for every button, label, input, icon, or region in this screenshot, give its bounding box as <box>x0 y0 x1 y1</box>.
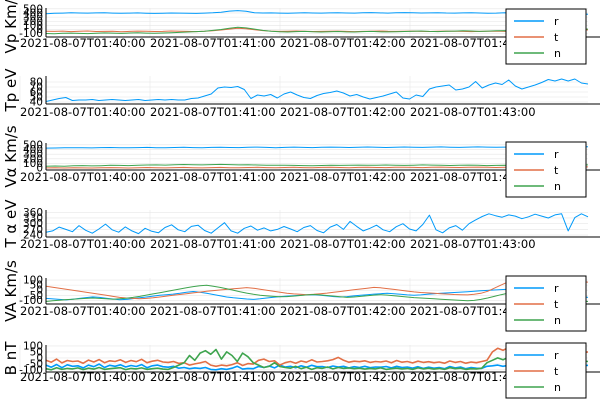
x-tick-label: 2021-08-07T01:43:00 <box>410 370 536 384</box>
legend-label-t: t <box>554 365 559 378</box>
legend-label-r: r <box>554 349 559 362</box>
y-tick-label: -100 <box>19 295 43 307</box>
series-line-Tα <box>45 213 589 235</box>
legend: rtn <box>505 275 587 332</box>
x-tick-label: 2021-08-07T01:40:00 <box>20 237 146 251</box>
y-tick-label: 0 <box>36 285 43 297</box>
y-tick-label: 330 <box>23 212 43 224</box>
x-tick-label: 2021-08-07T01:43:00 <box>410 237 536 251</box>
legend-label-n: n <box>554 314 561 327</box>
series-line-n <box>45 163 589 167</box>
x-tick-label: 2021-08-07T01:43:00 <box>410 36 536 50</box>
x-tick-label: 2021-08-07T01:40:00 <box>20 370 146 384</box>
y-tick-label: 100 <box>23 340 43 352</box>
y-tick-label: 200 <box>23 153 43 165</box>
x-tick-label: 2021-08-07T01:40:00 <box>20 304 146 318</box>
x-tick-label: 2021-08-07T01:41:00 <box>150 105 276 119</box>
y-axis-title: Vp Km/s <box>2 0 20 53</box>
legend: rtn <box>505 342 587 399</box>
y-axis-title: Tp eV <box>2 68 20 113</box>
y-axis-title: T α eV <box>2 199 20 249</box>
legend-label-r: r <box>554 15 559 28</box>
x-tick-label: 2021-08-07T01:41:00 <box>150 237 276 251</box>
legend: rtn <box>505 8 587 65</box>
y-tick-label: -100 <box>19 364 43 376</box>
y-tick-label: 60 <box>30 87 43 99</box>
y-tick-label: 400 <box>23 144 43 156</box>
y-axis-title: Vα Km/s <box>2 125 20 187</box>
y-tick-label: 50 <box>30 346 43 358</box>
x-tick-label: 2021-08-07T01:43:00 <box>410 105 536 119</box>
x-tick-label: 2021-08-07T01:42:00 <box>280 36 406 50</box>
legend-label-t: t <box>554 31 559 44</box>
y-tick-label: -50 <box>26 358 43 370</box>
y-tick-label: 500 <box>23 3 43 15</box>
x-tick-label: 2021-08-07T01:42:00 <box>280 170 406 184</box>
y-tick-label: 300 <box>23 218 43 230</box>
y-tick-label: 100 <box>23 275 43 287</box>
series-line-t <box>45 166 589 169</box>
legend-label-n: n <box>554 180 561 193</box>
y-tick-label: 0 <box>36 352 43 364</box>
legend-label-r: r <box>554 148 559 161</box>
x-tick-label: 2021-08-07T01:41:00 <box>150 170 276 184</box>
y-tick-label: 200 <box>23 16 43 28</box>
y-tick-label: 100 <box>23 158 43 170</box>
x-tick-label: 2021-08-07T01:41:00 <box>150 36 276 50</box>
series-line-n <box>45 284 589 302</box>
y-tick-label: -50 <box>26 290 43 302</box>
x-tick-label: 2021-08-07T01:41:00 <box>150 304 276 318</box>
series-line-r <box>45 146 589 149</box>
x-tick-label: 2021-08-07T01:40:00 <box>20 36 146 50</box>
y-tick-label: 80 <box>30 77 43 89</box>
y-tick-label: 400 <box>23 7 43 19</box>
series-line-Tp <box>45 78 589 102</box>
y-tick-label: -100 <box>19 28 43 40</box>
y-tick-label: 360 <box>23 207 43 219</box>
series-line-t <box>45 279 589 300</box>
x-tick-label: 2021-08-07T01:40:00 <box>20 170 146 184</box>
legend-label-n: n <box>554 381 561 394</box>
y-tick-label: 300 <box>23 12 43 24</box>
y-tick-label: 50 <box>30 92 43 104</box>
x-tick-label: 2021-08-07T01:41:00 <box>150 370 276 384</box>
series-line-r <box>45 10 589 15</box>
x-tick-label: 2021-08-07T01:43:00 <box>410 170 536 184</box>
x-tick-label: 2021-08-07T01:40:00 <box>20 105 146 119</box>
y-tick-label: 50 <box>30 280 43 292</box>
y-axis-title: VA Km/s <box>2 260 20 322</box>
y-tick-label: 500 <box>23 139 43 151</box>
legend: rtn <box>505 141 587 198</box>
legend-label-n: n <box>554 47 561 60</box>
series-line-n <box>45 348 589 371</box>
legend-label-r: r <box>554 282 559 295</box>
series-line-r <box>45 363 589 371</box>
x-tick-label: 2021-08-07T01:42:00 <box>280 304 406 318</box>
y-tick-label: 100 <box>23 20 43 32</box>
y-tick-label: 0 <box>36 24 43 36</box>
legend-label-t: t <box>554 164 559 177</box>
y-axis-title: B nT <box>2 341 20 376</box>
y-tick-label: 300 <box>23 149 43 161</box>
y-tick-label: 70 <box>30 82 43 94</box>
series-line-t <box>45 346 589 368</box>
legend-label-t: t <box>554 298 559 311</box>
x-tick-label: 2021-08-07T01:42:00 <box>280 370 406 384</box>
series-line-n <box>45 26 589 35</box>
x-tick-label: 2021-08-07T01:42:00 <box>280 237 406 251</box>
y-tick-label: 270 <box>23 224 43 236</box>
x-tick-label: 2021-08-07T01:42:00 <box>280 105 406 119</box>
y-tick-label: 40 <box>30 97 43 109</box>
y-tick-label: 0 <box>36 163 43 175</box>
x-tick-label: 2021-08-07T01:43:00 <box>410 304 536 318</box>
y-tick-label: 240 <box>23 230 43 242</box>
